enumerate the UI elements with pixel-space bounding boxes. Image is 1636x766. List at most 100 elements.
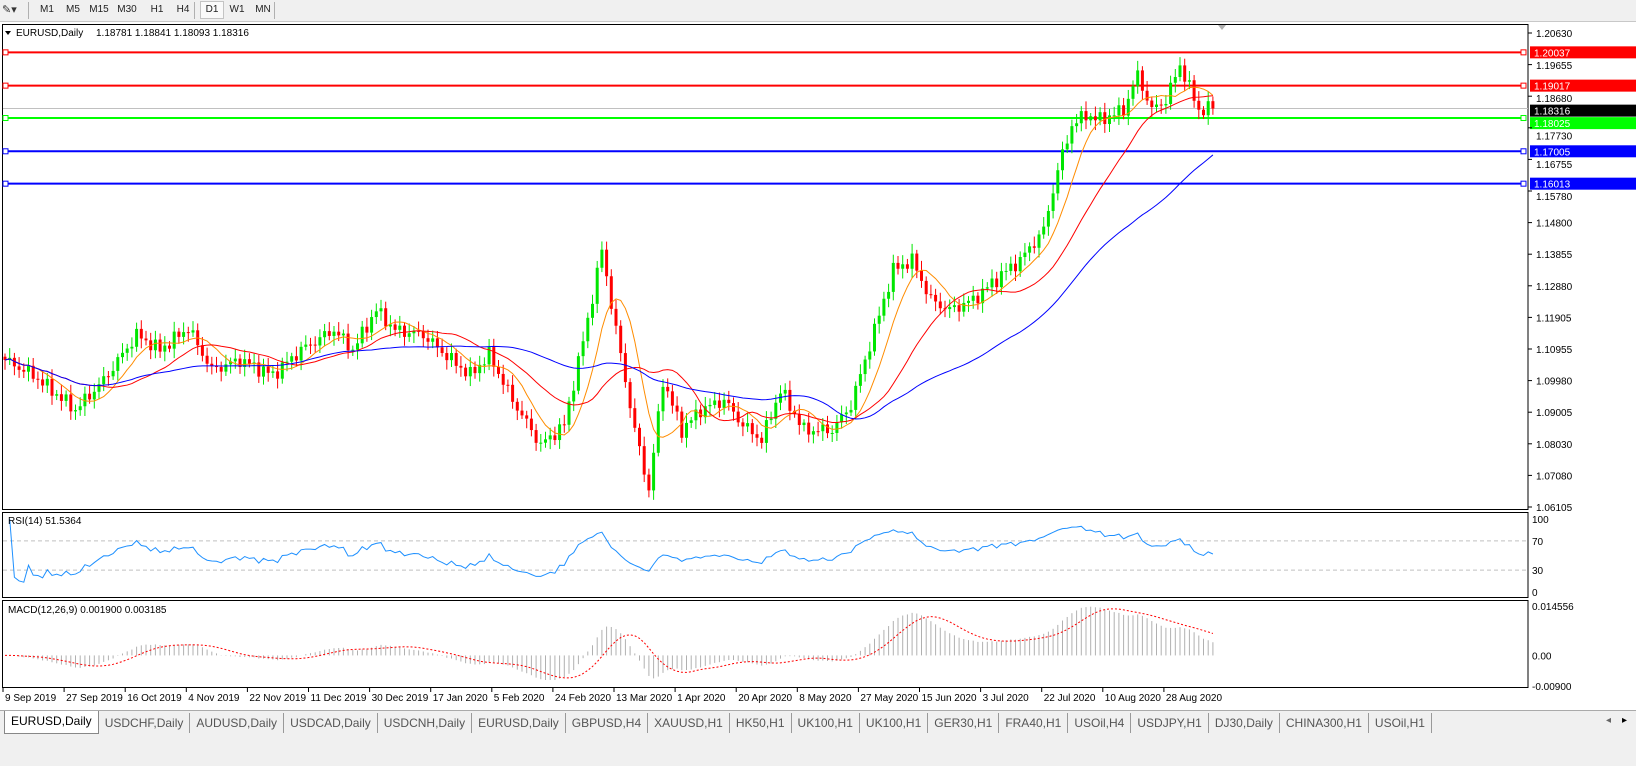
- candle-body: [934, 294, 938, 302]
- price-tick-label: 1.09005: [1536, 408, 1573, 419]
- timeframe-button-d1[interactable]: D1: [200, 1, 224, 19]
- candle-body: [661, 386, 665, 412]
- tabs-scroll-right-icon[interactable]: ▸: [1622, 715, 1628, 726]
- candle-body: [1075, 123, 1079, 127]
- chart-tab[interactable]: DJ30,Daily: [1209, 713, 1280, 733]
- chart-tab[interactable]: USDCNH,Daily: [378, 713, 473, 733]
- candle-body: [238, 358, 242, 367]
- chart-tab[interactable]: USOil,H4: [1068, 713, 1132, 733]
- candle-body: [285, 361, 289, 363]
- candle-body: [863, 359, 867, 375]
- chart-ohlc-values: 1.18781 1.18841 1.18093 1.18316: [96, 28, 249, 39]
- chart-tab[interactable]: EURUSD,Daily: [472, 713, 566, 733]
- price-tick-label: 1.11905: [1536, 313, 1572, 324]
- ma-fast-line: [4, 86, 1214, 438]
- line-anchor-handle[interactable]: [1520, 180, 1527, 187]
- line-anchor-handle[interactable]: [1520, 82, 1527, 89]
- line-anchor-handle[interactable]: [1520, 49, 1527, 56]
- chart-shift-marker-icon[interactable]: [1218, 25, 1226, 30]
- price-tick-label: 1.16755: [1536, 160, 1573, 171]
- ma-mid-line: [4, 95, 1213, 423]
- candle-body: [849, 409, 853, 413]
- line-anchor-handle[interactable]: [2, 148, 9, 155]
- chart-tab[interactable]: CHINA300,H1: [1280, 713, 1369, 733]
- candle-body: [1183, 65, 1187, 82]
- tabs-scroll-left-icon[interactable]: ◂: [1606, 715, 1612, 726]
- level-price-label-bg: [1530, 145, 1636, 158]
- date-tick-label: 4 Nov 2019: [188, 693, 240, 704]
- candle-body: [1051, 193, 1055, 211]
- candle-body: [111, 370, 115, 377]
- last-price-label: 1.18316: [1534, 107, 1571, 118]
- timeframe-button-m1[interactable]: M1: [40, 4, 54, 15]
- line-anchor-handle[interactable]: [2, 49, 9, 56]
- candle-body: [826, 424, 829, 434]
- candle-body: [1178, 65, 1182, 78]
- chart-tab[interactable]: GBPUSD,H4: [566, 713, 649, 733]
- candle-body: [83, 393, 87, 407]
- timeframe-button-w1[interactable]: W1: [229, 4, 245, 15]
- candle-body: [807, 422, 811, 435]
- date-tick-label: 16 Oct 2019: [127, 693, 182, 704]
- line-anchor-handle[interactable]: [1520, 148, 1527, 155]
- candle-body: [952, 305, 956, 308]
- candle-body: [69, 394, 73, 412]
- chart-tab[interactable]: GER30,H1: [928, 713, 1000, 733]
- collapse-triangle-icon[interactable]: [5, 31, 11, 35]
- candle-body: [910, 253, 914, 269]
- timeframe-button-m15[interactable]: M15: [89, 4, 109, 15]
- candle-body: [642, 446, 646, 475]
- candle-body: [384, 308, 388, 327]
- candle-body: [421, 331, 425, 339]
- candle-body: [717, 400, 721, 408]
- chart-tab[interactable]: XAUUSD,H1: [648, 713, 730, 733]
- chart-tab[interactable]: USDJPY,H1: [1131, 713, 1209, 733]
- timeframe-button-h1[interactable]: H1: [150, 4, 164, 15]
- candle-body: [1046, 210, 1050, 227]
- candle-body: [746, 423, 750, 427]
- chart-tab[interactable]: USOil,H1: [1369, 713, 1432, 733]
- rsi-tick-label: 100: [1532, 515, 1549, 526]
- chart-tab[interactable]: USDCHF,Daily: [99, 713, 191, 733]
- candle-body: [1018, 257, 1022, 272]
- chart-tab[interactable]: EURUSD,Daily: [4, 711, 99, 734]
- candle-body: [760, 437, 764, 443]
- line-anchor-handle[interactable]: [1520, 115, 1527, 122]
- price-tick-label: 1.09980: [1536, 377, 1573, 388]
- chart-tab[interactable]: USDCAD,Daily: [284, 713, 378, 733]
- timeframe-button-m30[interactable]: M30: [117, 4, 137, 15]
- price-tick-label: 1.15780: [1536, 192, 1573, 203]
- candle-body: [868, 351, 872, 360]
- drawing-tools-dropdown-icon[interactable]: ✎▾: [2, 4, 17, 16]
- chart-tab[interactable]: UK100,H1: [860, 713, 929, 733]
- candle-body: [1028, 246, 1032, 253]
- candle-body: [74, 410, 77, 412]
- price-tick-label: 1.20630: [1536, 29, 1573, 40]
- chart-tab[interactable]: UK100,H1: [792, 713, 860, 733]
- line-anchor-handle[interactable]: [2, 115, 9, 122]
- chart-window[interactable]: 100 70 30 0 0.014556 0.00 -0.00900 1.20630 1.2…: [0, 22, 1636, 710]
- line-anchor-handle[interactable]: [2, 180, 9, 187]
- candle-body: [356, 343, 359, 350]
- candle-body: [294, 356, 298, 361]
- candle-body: [492, 347, 496, 367]
- chart-canvas[interactable]: 100 70 30 0 0.014556 0.00 -0.00900 1.20630 1.2…: [0, 22, 1636, 710]
- chart-tab[interactable]: AUDUSD,Daily: [190, 713, 285, 733]
- candle-body: [210, 363, 214, 366]
- candle-body: [473, 366, 477, 374]
- candle-body: [1079, 111, 1083, 124]
- price-tick-label: 1.10955: [1536, 345, 1573, 356]
- chart-tab[interactable]: HK50,H1: [730, 713, 792, 733]
- candle-body: [976, 295, 980, 304]
- candle-body: [529, 418, 533, 431]
- timeframe-button-m5[interactable]: M5: [66, 4, 80, 15]
- timeframe-button-mn[interactable]: MN: [255, 4, 271, 15]
- candle-body: [901, 264, 905, 269]
- timeframe-button-h4[interactable]: H4: [176, 4, 190, 15]
- candle-body: [689, 420, 693, 423]
- candle-body: [1164, 103, 1168, 106]
- toolbar-divider: [194, 2, 195, 19]
- line-anchor-handle[interactable]: [2, 82, 9, 89]
- chart-tab[interactable]: FRA40,H1: [999, 713, 1069, 733]
- candle-body: [304, 344, 308, 347]
